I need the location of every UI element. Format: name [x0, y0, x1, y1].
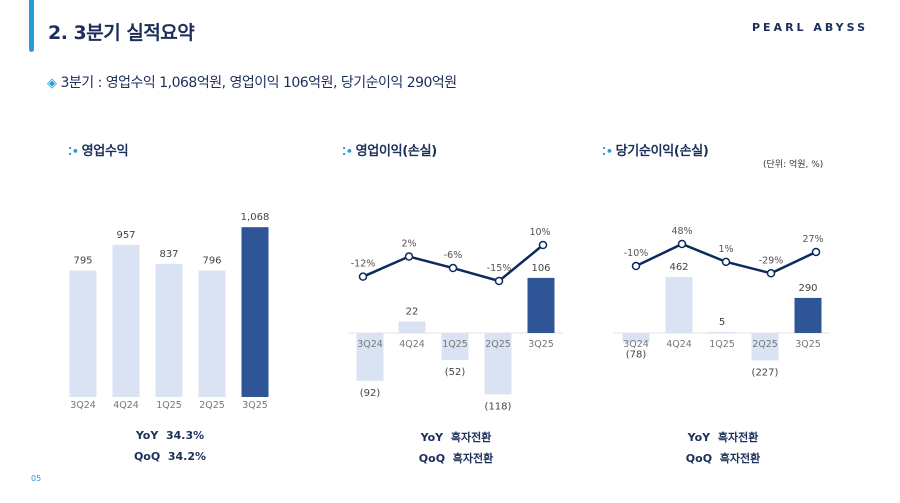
section-title: 영업수익: [81, 144, 129, 159]
margin-label: -15%: [487, 263, 512, 274]
bar-1Q25: [708, 332, 736, 333]
logo: PEARL ABYSS: [751, 21, 868, 34]
yoy-net-income: YoY 흑자전환: [687, 431, 759, 444]
dots-icon: ⁚•: [68, 145, 79, 158]
bar-label: 1,068: [241, 212, 270, 223]
summary-text: 3분기 : 영업수익 1,068억원, 영업이익 106억원, 당기순이익 29…: [60, 75, 458, 91]
margin-label: -29%: [759, 255, 784, 266]
margin-label: -12%: [351, 259, 376, 270]
accent-bar: [29, 0, 34, 52]
category-label: 3Q24: [70, 400, 96, 411]
qoq-net-income: QoQ 흑자전환: [685, 452, 761, 465]
category-label: 2Q25: [199, 400, 225, 411]
margin-point: [677, 239, 687, 249]
section-title: 당기순이익(손실): [615, 144, 709, 159]
bar-label: (52): [445, 367, 466, 378]
qoq-revenue: QoQ 34.2%: [133, 450, 207, 463]
bar-3Q25: [794, 297, 822, 333]
category-label: 1Q25: [156, 400, 182, 411]
bar-3Q25: [241, 227, 269, 397]
category-label: 4Q24: [399, 339, 425, 350]
bar-label: 106: [531, 263, 550, 274]
bar-4Q24: [112, 244, 140, 397]
summary: ◈ 3분기 : 영업수익 1,068억원, 영업이익 106억원, 당기순이익 2…: [47, 72, 457, 92]
category-label: 3Q24: [623, 339, 649, 350]
diamond-icon: ◈: [47, 76, 57, 91]
bar-label: (227): [752, 367, 779, 378]
section-op-income: ⁚• 영업이익(손실): [342, 140, 437, 159]
dots-icon: ⁚•: [602, 145, 613, 158]
bar-2Q25: [484, 333, 512, 395]
category-label: 3Q25: [795, 339, 821, 350]
dots-icon: ⁚•: [342, 145, 353, 158]
bar-2Q25: [751, 333, 779, 361]
bar-4Q24: [398, 321, 426, 333]
section-title: 영업이익(손실): [355, 144, 438, 159]
bar-label: (92): [360, 388, 381, 399]
category-label: 1Q25: [709, 339, 735, 350]
bar-label: (118): [485, 401, 512, 412]
margin-point: [404, 252, 414, 261]
margin-point: [448, 263, 458, 273]
category-label: 1Q25: [442, 339, 468, 350]
category-label: 3Q25: [528, 339, 554, 350]
bar-label: 957: [116, 230, 135, 241]
bar-4Q24: [665, 277, 693, 333]
category-label: 3Q25: [242, 400, 268, 411]
page-title: 2. 3분기 실적요약: [48, 22, 195, 44]
page-number: 05: [31, 474, 42, 483]
margin-label: 10%: [529, 227, 550, 238]
yoy-revenue: YoY 34.3%: [135, 429, 205, 442]
category-label: 2Q25: [752, 339, 778, 350]
bar-label: 462: [669, 262, 688, 273]
bar-3Q24: [356, 333, 384, 381]
margin-point: [811, 247, 821, 257]
margin-label: 1%: [718, 244, 733, 255]
bar-label: 290: [798, 283, 817, 294]
margin-label: 2%: [401, 239, 416, 250]
margin-point: [721, 257, 731, 267]
unit-note: (단위: 억원, %): [763, 160, 824, 170]
bar-label: 795: [73, 256, 92, 267]
margin-point: [358, 272, 368, 281]
section-revenue: ⁚• 영업수익: [68, 140, 129, 159]
bar-1Q25: [441, 333, 469, 361]
bar-3Q24: [69, 270, 97, 397]
category-label: 4Q24: [113, 400, 139, 411]
margin-point: [494, 276, 504, 286]
bar-label: (78): [626, 349, 647, 360]
bar-label: 5: [719, 317, 725, 328]
margin-label: -10%: [624, 248, 649, 259]
bar-label: 796: [202, 255, 221, 266]
margin-label: -6%: [444, 250, 463, 261]
category-label: 3Q24: [357, 339, 383, 350]
qoq-op-income: QoQ 흑자전환: [418, 452, 494, 465]
bar-label: 22: [406, 307, 419, 318]
bar-label: 837: [159, 249, 178, 260]
bar-3Q25: [527, 277, 555, 333]
bar-2Q25: [198, 270, 226, 397]
yoy-op-income: YoY 흑자전환: [420, 431, 492, 444]
category-label: 4Q24: [666, 339, 692, 350]
margin-point: [538, 240, 548, 250]
bar-3Q24: [622, 333, 650, 343]
margin-label: 27%: [802, 234, 823, 245]
margin-point: [631, 261, 641, 271]
section-net-income: ⁚• 당기순이익(손실): [602, 140, 709, 159]
margin-point: [766, 269, 776, 278]
bar-1Q25: [155, 263, 183, 397]
category-label: 2Q25: [485, 339, 511, 350]
margin-label: 48%: [671, 226, 692, 237]
